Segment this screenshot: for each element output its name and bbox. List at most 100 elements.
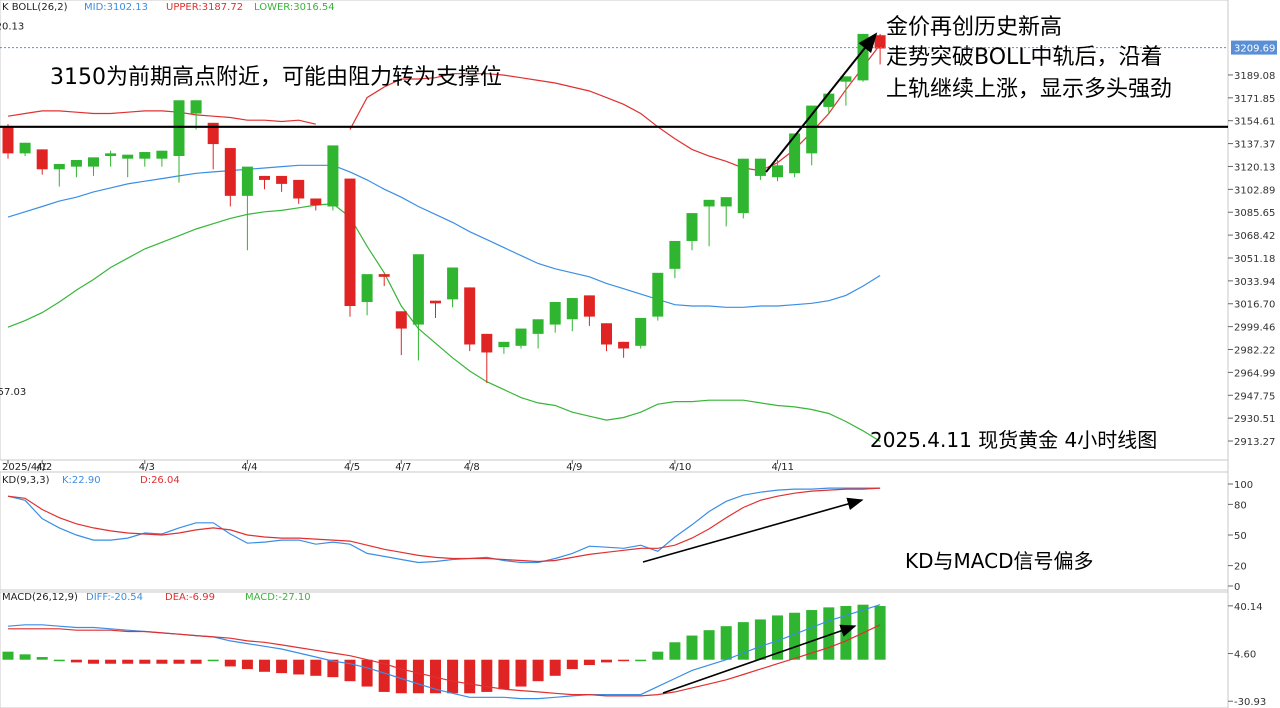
candle-up [498, 341, 510, 348]
macd-bar-down [122, 659, 134, 664]
macd-bar-down [88, 659, 99, 664]
macd-bar-down [618, 659, 630, 662]
kd-trend-arrow [642, 497, 864, 563]
price-tick-label: 3137.37 [1234, 140, 1275, 151]
candle-down [395, 311, 407, 329]
candle-down [430, 300, 441, 304]
x-tick-label: 4/2 [36, 462, 52, 473]
macd-bar-down [156, 659, 168, 664]
macd-bar-up [53, 659, 65, 662]
macd-tick-label: 40.14 [1234, 602, 1263, 613]
candle-up [737, 158, 749, 214]
macd-bars [2, 604, 886, 694]
macd-bar-down [430, 659, 441, 694]
x-tick-label: 4/5 [344, 462, 360, 473]
macd-bar-up [754, 619, 766, 660]
macd-bar-up [686, 635, 698, 660]
price-tick-label: 3102.89 [1234, 185, 1275, 196]
x-tick-label: 2025/4/1 [2, 462, 47, 473]
macd-bar-down [464, 659, 476, 694]
x-axis: 2025/4/14/2 4/3 4/4 4/5 4/7 4/8 4/9 4/10 4/11 [2, 460, 794, 473]
macd-bar-down [532, 659, 544, 682]
candle-down [207, 122, 219, 145]
candle-up [53, 163, 65, 170]
macd-bar-down [515, 659, 527, 687]
svg-text:KD(9,3,3): KD(9,3,3) [2, 475, 50, 486]
candle-up [122, 154, 134, 159]
candle-up [840, 76, 852, 82]
candle-down [2, 126, 14, 154]
kd-k-line [7, 487, 881, 564]
headline-1: 金价再创历史新高 [886, 15, 1062, 40]
y-axis: 3189.08 3171.85 3154.61 3137.37 3120.13 3102.… [1228, 71, 1275, 708]
candle-up [105, 153, 117, 157]
macd-bar-up [857, 604, 869, 660]
candle-down [310, 198, 322, 206]
macd-bar-up [789, 612, 801, 660]
candle-up [857, 33, 869, 81]
boll-lower-line [7, 203, 881, 442]
candle-up [720, 197, 732, 207]
candle-up [190, 100, 202, 114]
macd-bar-up [36, 657, 48, 660]
macd-bar-down [70, 659, 82, 663]
macd-bar-down [327, 659, 339, 678]
candle-down [36, 149, 48, 170]
candle-up [806, 105, 818, 154]
current-price-box [1231, 40, 1277, 55]
candle-up [549, 302, 561, 325]
macd-bar-down [395, 659, 407, 694]
price-tick-label: 2982.22 [1234, 346, 1275, 357]
macd-bar-up [737, 622, 749, 660]
chart-caption: 2025.4.11 现货黄金 4小时线图 [870, 428, 1157, 452]
price-tick-label: 3171.85 [1234, 94, 1275, 105]
candle-up [669, 240, 681, 269]
macd-bar-up [19, 654, 31, 660]
candle-up [412, 254, 424, 325]
candle-down [259, 175, 270, 180]
kd-header: KD(9,3,3) K:22.90 D:26.04 [2, 475, 180, 486]
price-tick-label: 2913.27 [1234, 437, 1275, 448]
macd-bar-down [224, 659, 236, 667]
candle-up [447, 267, 459, 300]
kd-d-line [7, 487, 881, 563]
candle-down [874, 35, 886, 49]
candle-down [618, 341, 630, 349]
macd-bar-down [344, 659, 356, 682]
x-tick-label: 4/8 [464, 462, 480, 473]
boll-mid-line [7, 164, 881, 308]
macd-bar-down [190, 659, 202, 664]
mid-label: MID:3102.13 [84, 2, 148, 13]
upper-label: UPPER:3187.72 [166, 2, 243, 13]
macd-bar-down [378, 659, 390, 692]
candle-down [276, 175, 288, 184]
macd-bar-up [720, 626, 732, 660]
macd-bar-down [498, 659, 510, 690]
price-tick-label: 3120.13 [1234, 162, 1275, 173]
candle-up [754, 158, 766, 176]
macd-bar-down [412, 659, 424, 694]
candle-up [789, 133, 801, 174]
macd-bar-down [601, 659, 612, 663]
macd-bar-down [105, 659, 117, 664]
candle-down [224, 148, 236, 196]
kd-tick-label: 20 [1234, 562, 1247, 573]
macd-header: MACD(26,12,9) DIFF:-20.54 DEA:-6.99 MACD… [2, 592, 311, 603]
low-label: 2957.03 [0, 387, 26, 398]
price-tick-label: 2947.75 [1234, 391, 1275, 402]
candle-down [464, 287, 476, 345]
candle-down [378, 274, 390, 277]
candle-up [532, 319, 544, 334]
boll-upper-line-0 [7, 110, 316, 125]
macd-bar-up [772, 615, 783, 660]
x-tick-label: 4/7 [395, 462, 411, 473]
diff-label: DIFF:-20.54 [86, 592, 143, 603]
candle-up [139, 152, 151, 159]
kd-tick-label: 50 [1234, 531, 1247, 542]
candle-up [156, 150, 168, 159]
kd-tick-label: 0 [1234, 582, 1240, 593]
candle-down [344, 178, 356, 306]
macd-bar-up [635, 659, 647, 662]
candle-down [601, 323, 612, 345]
candle-up [772, 165, 783, 178]
